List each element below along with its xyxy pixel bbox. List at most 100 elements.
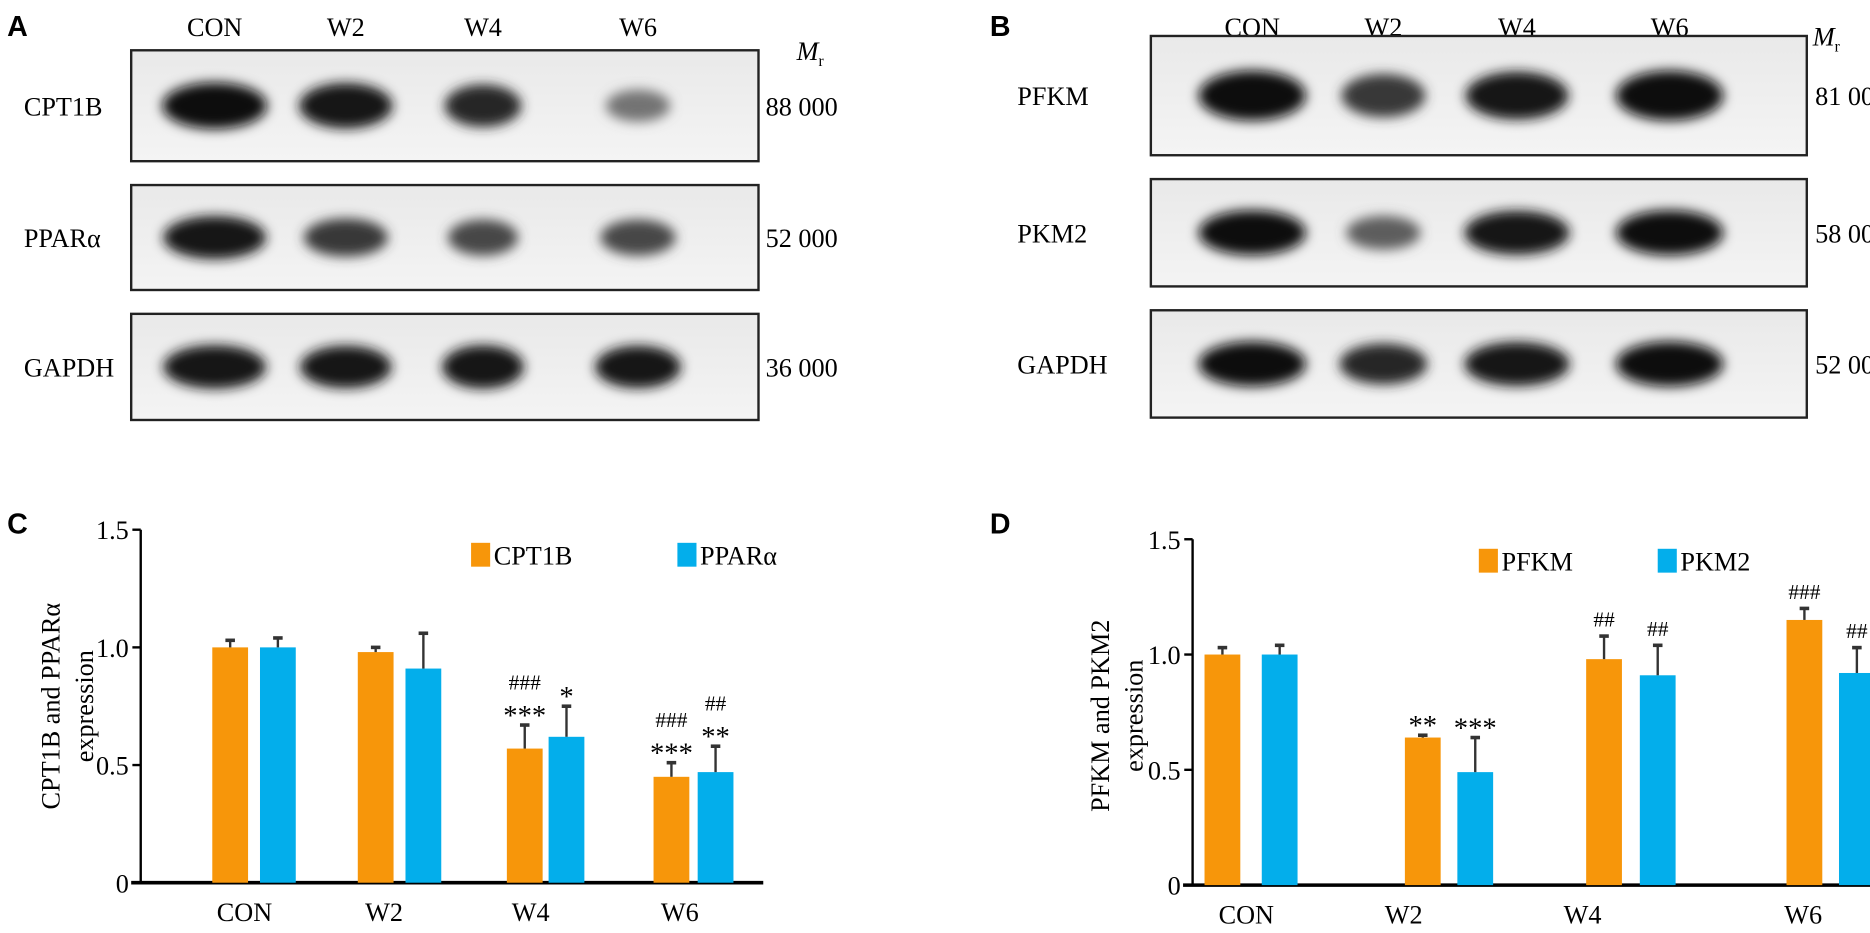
bar-pfkm bbox=[1404, 737, 1441, 886]
protein-band bbox=[162, 82, 268, 130]
protein-band bbox=[1464, 210, 1570, 255]
protein-band bbox=[1464, 341, 1570, 386]
protein-label: GAPDH bbox=[24, 353, 114, 382]
protein-band bbox=[1341, 73, 1426, 118]
significance-mark: ### bbox=[1788, 580, 1820, 604]
molecular-weight: 88 000 bbox=[766, 92, 838, 121]
bar-pparα bbox=[405, 668, 442, 883]
mr-label: Mr bbox=[796, 37, 825, 70]
blot-row-pkm2: PKM2 58 000 bbox=[1017, 177, 1870, 288]
protein-band bbox=[1615, 341, 1724, 387]
protein-band bbox=[442, 345, 524, 389]
protein-label: PKM2 bbox=[1017, 219, 1087, 248]
protein-band bbox=[300, 345, 392, 389]
molecular-weight: 81 000 bbox=[1815, 82, 1870, 111]
protein-label: CPT1B bbox=[24, 92, 103, 121]
lane-label: W6 bbox=[619, 13, 657, 42]
bar-cpt1b bbox=[212, 647, 249, 883]
protein-band bbox=[1198, 70, 1306, 121]
protein-band bbox=[595, 345, 681, 389]
protein-band bbox=[1615, 210, 1724, 256]
bar-cpt1b bbox=[357, 652, 394, 883]
legend-label: PPARα bbox=[700, 541, 777, 570]
protein-band bbox=[1346, 215, 1421, 250]
mr-symbol: M bbox=[1812, 23, 1837, 52]
bar-chart-d: D 0 0.5 1.0 1.5 PFKM and PKM2 expression CON W2 W… bbox=[990, 508, 1870, 929]
blot-row-cpt1b: CPT1B 88 000 bbox=[24, 49, 838, 163]
protein-band bbox=[163, 215, 267, 260]
protein-band bbox=[447, 219, 519, 256]
y-tick-label: 0.5 bbox=[1148, 756, 1181, 785]
molecular-weight: 52 000 bbox=[1815, 350, 1870, 379]
blot-row-pfkm: PFKM 81 000 bbox=[1017, 34, 1870, 157]
panel-letter: B bbox=[990, 11, 1011, 43]
bar-pfkm bbox=[1786, 619, 1823, 886]
y-tick-label: 1.0 bbox=[1148, 641, 1181, 670]
molecular-weight: 58 000 bbox=[1815, 219, 1870, 248]
protein-band bbox=[163, 345, 267, 389]
y-axis-label: CPT1B and PPARα expression bbox=[37, 603, 99, 810]
lane-label: W4 bbox=[464, 13, 502, 42]
protein-band bbox=[1615, 70, 1724, 121]
significance-mark: *** bbox=[1454, 713, 1497, 745]
x-tick-label: CON bbox=[217, 898, 272, 927]
panel-letter: D bbox=[990, 508, 1011, 540]
lane-label: CON bbox=[187, 13, 242, 42]
protein-band bbox=[1198, 210, 1306, 256]
molecular-weight: 52 000 bbox=[766, 224, 838, 253]
significance-mark: ### bbox=[655, 708, 687, 732]
significance-mark: ** bbox=[701, 721, 730, 753]
significance-mark: *** bbox=[503, 700, 546, 732]
bar-pkm2 bbox=[1457, 772, 1494, 886]
bar-cpt1b bbox=[653, 776, 690, 883]
y-axis-label-line2: expression bbox=[1120, 660, 1149, 772]
legend-label: CPT1B bbox=[494, 541, 573, 570]
bar-pfkm bbox=[1586, 659, 1622, 886]
protein-band bbox=[444, 84, 522, 127]
x-tick-label: W6 bbox=[661, 898, 699, 927]
bar-pfkm bbox=[1204, 654, 1241, 886]
mr-subscript: r bbox=[819, 53, 825, 70]
x-tick-label: W4 bbox=[512, 898, 550, 927]
y-tick-label: 0 bbox=[116, 869, 129, 898]
legend-swatch-cpt1b bbox=[471, 542, 491, 567]
significance-mark: * bbox=[559, 681, 573, 713]
legend-label: PKM2 bbox=[1680, 547, 1750, 576]
blot-row-gapdh: GAPDH 36 000 bbox=[24, 312, 838, 422]
protein-label: PFKM bbox=[1017, 82, 1088, 111]
y-axis-label-line2: expression bbox=[70, 650, 99, 762]
bar-chart-c: C 0 0.5 1.0 1.5 CPT1B and PPARα expression CON W… bbox=[7, 508, 777, 927]
significance-mark: ## bbox=[1846, 619, 1868, 643]
mr-subscript: r bbox=[1835, 38, 1841, 55]
bar-pkm2 bbox=[1639, 675, 1676, 886]
y-tick-label: 1.0 bbox=[96, 634, 129, 663]
molecular-weight: 36 000 bbox=[766, 353, 838, 382]
legend-swatch-pparα bbox=[677, 542, 697, 567]
lane-label: W2 bbox=[327, 13, 365, 42]
protein-band bbox=[299, 82, 393, 129]
y-tick-label: 1.5 bbox=[1148, 526, 1181, 555]
y-tick-label: 0.5 bbox=[96, 752, 129, 781]
bar-pkm2 bbox=[1838, 672, 1870, 886]
protein-band bbox=[1339, 343, 1428, 385]
bar-pparα bbox=[548, 736, 585, 883]
x-tick-label: CON bbox=[1219, 900, 1274, 929]
y-axis-label-line1: PFKM and PKM2 bbox=[1086, 620, 1115, 812]
protein-band bbox=[600, 219, 676, 256]
protein-band bbox=[1198, 341, 1306, 387]
legend-swatch-pfkm bbox=[1478, 548, 1498, 573]
y-axis-label-line1: CPT1B and PPARα bbox=[37, 603, 66, 810]
blot-panel-a: A CON W2 W4 W6 Mr CPT1B 88 000 PPARα 52 000 GAPDH 3… bbox=[7, 11, 838, 422]
legend-swatch-pkm2 bbox=[1657, 548, 1677, 573]
bar-pparα bbox=[697, 772, 734, 883]
blot-row-gapdh: GAPDH 52 000 bbox=[1017, 309, 1870, 419]
protein-band bbox=[1465, 71, 1569, 120]
protein-label: PPARα bbox=[24, 224, 101, 253]
mr-symbol: M bbox=[796, 37, 821, 66]
x-tick-label: W4 bbox=[1564, 900, 1602, 929]
significance-mark: ** bbox=[1408, 710, 1437, 742]
x-tick-label: W6 bbox=[1784, 900, 1822, 929]
significance-mark: ## bbox=[1647, 617, 1669, 641]
